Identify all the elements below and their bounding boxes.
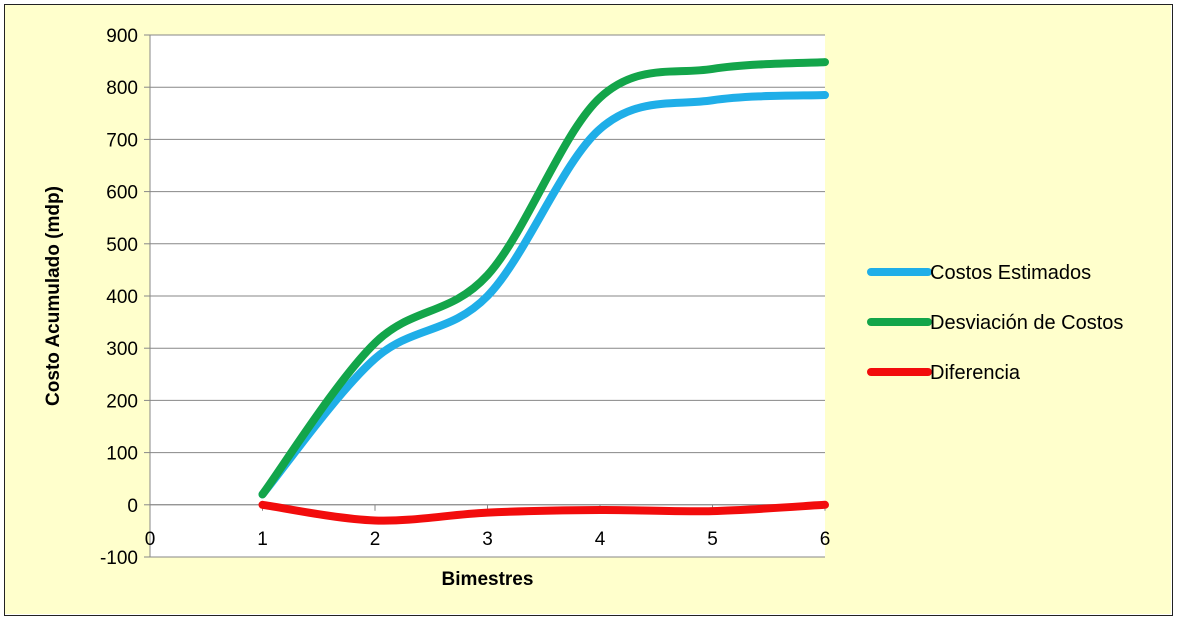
y-axis-title: Costo Acumulado (mdp) [43,186,64,406]
y-tick-label: 300 [106,339,138,360]
x-tick-label: 2 [370,529,381,550]
y-tick-label: 500 [106,235,138,256]
x-tick-label: 3 [482,529,493,550]
y-tick-label: 700 [106,130,138,151]
x-tick-label: 0 [145,529,156,550]
x-axis-title: Bimestres [442,569,534,590]
chart-frame: -100 0 100 200 300 400 500 600 700 800 900 0 1 2 3 4 5 6 … [4,4,1173,616]
y-tick-label: 100 [106,444,138,465]
series-line-desviacion-de-costos [258,58,829,499]
x-tick-label: 1 [257,529,268,550]
x-tick-label: 4 [595,529,606,550]
legend: Costos Estimados Desviación de Costos Dife… [867,262,1123,384]
series-line-diferencia [258,500,829,525]
y-tick-label: 900 [106,26,138,47]
y-tick-label: -100 [100,548,138,569]
legend-label: Costos Estimados [930,262,1091,284]
legend-label: Diferencia [930,362,1021,384]
y-tick-label: 600 [106,183,138,204]
y-tick-label: 0 [127,496,138,517]
series-line-costos-estimados [258,91,829,499]
x-tick-label: 6 [820,529,831,550]
gridlines [150,34,825,558]
series-lines [258,58,829,525]
axes: -100 0 100 200 300 400 500 600 700 800 900 0 1 2 3 4 5 6 [100,26,830,569]
legend-label: Desviación de Costos [930,312,1123,334]
x-tick-label: 5 [707,529,718,550]
y-tick-label: 800 [106,78,138,99]
y-tick-label: 200 [106,391,138,412]
y-tick-label: 400 [106,287,138,308]
